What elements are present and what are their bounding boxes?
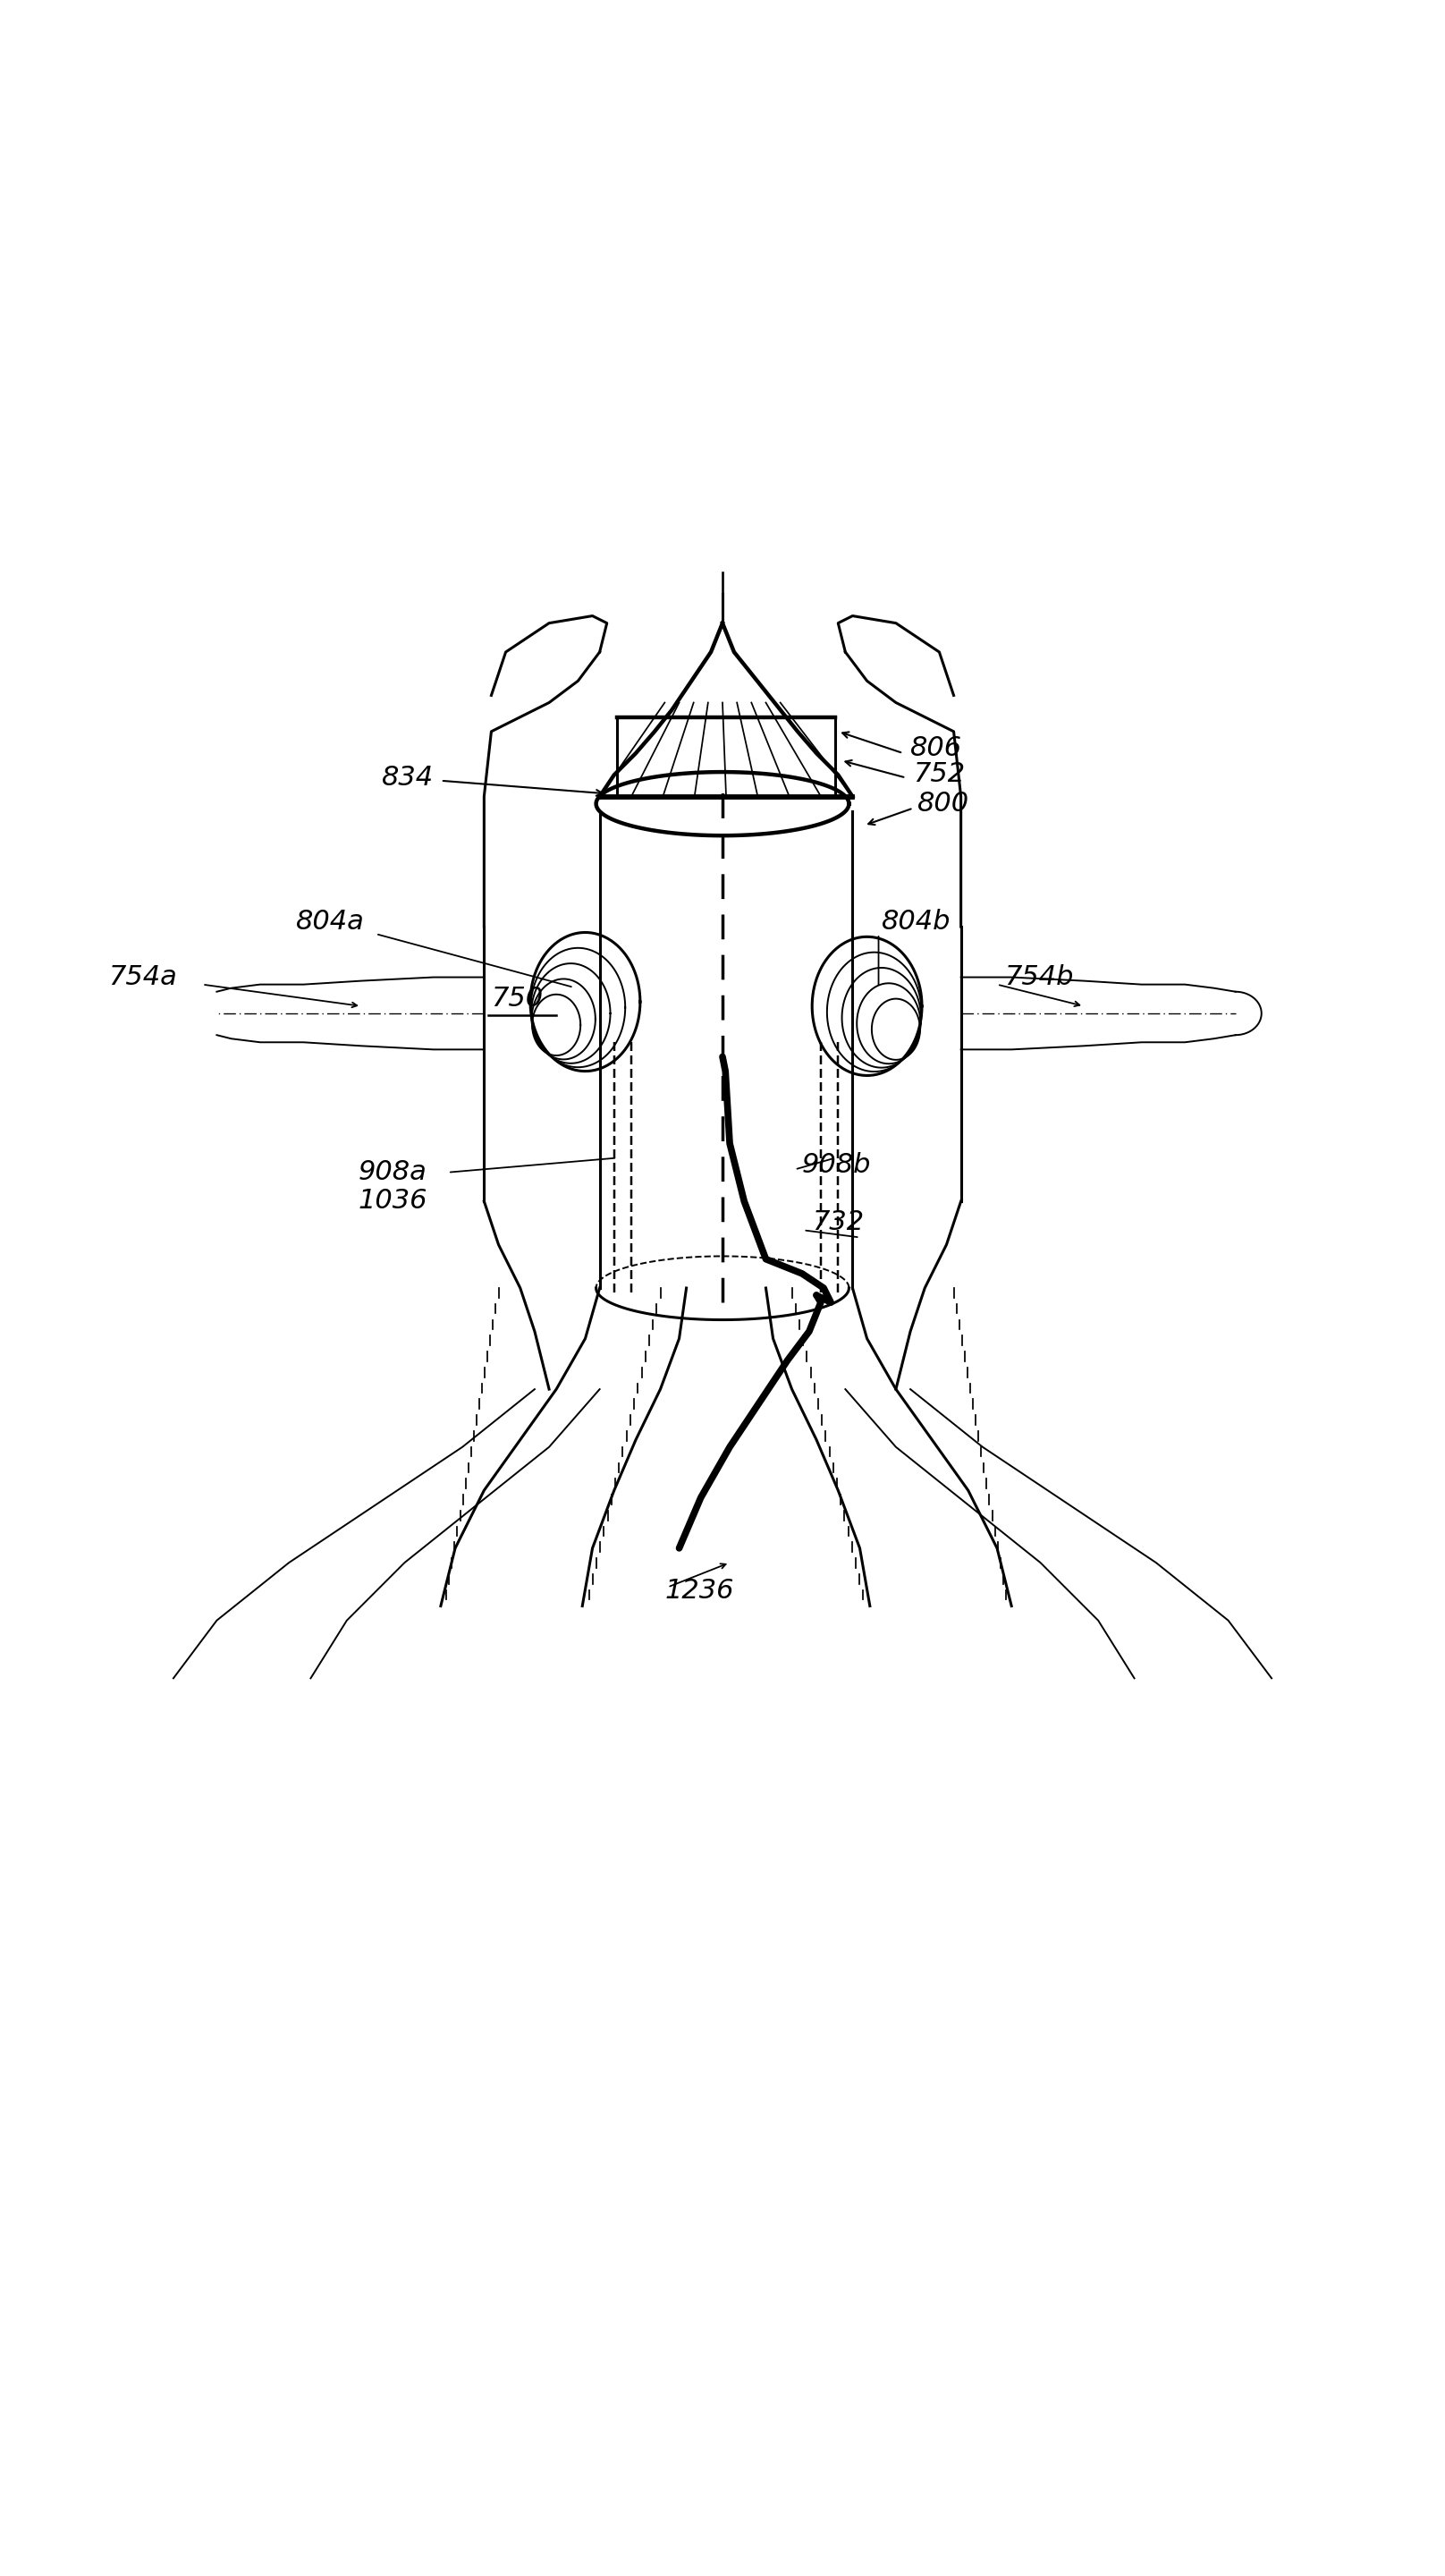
Text: 1236: 1236	[665, 1579, 734, 1605]
Text: 754b: 754b	[1004, 963, 1074, 989]
Text: 732: 732	[812, 1211, 864, 1236]
Text: 750: 750	[491, 987, 543, 1012]
Text: 806: 806	[910, 737, 962, 762]
Text: 1036: 1036	[358, 1188, 428, 1213]
Text: 804a: 804a	[296, 909, 366, 935]
Text: 752: 752	[913, 762, 965, 788]
Text: 754a: 754a	[108, 963, 178, 989]
Text: 908b: 908b	[802, 1151, 871, 1177]
Text: 834: 834	[381, 765, 433, 791]
Text: 804b: 804b	[881, 909, 951, 935]
Text: 908a: 908a	[358, 1159, 428, 1185]
Text: 800: 800	[918, 791, 970, 817]
